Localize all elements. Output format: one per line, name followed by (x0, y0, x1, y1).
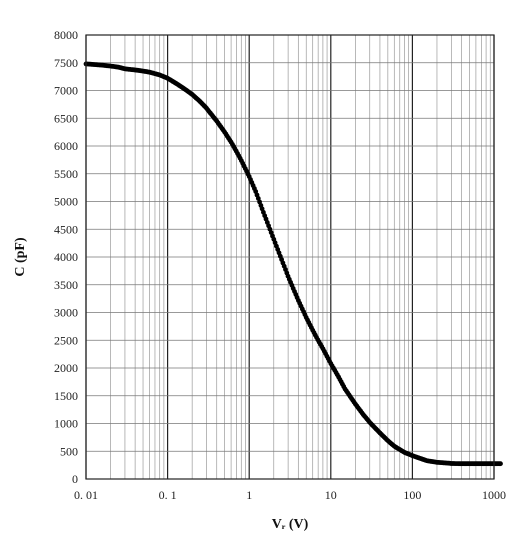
x-axis-tick-labels: 0. 01 0. 1 1 10 100 1000 (74, 488, 506, 502)
y-tick-label: 3000 (54, 306, 78, 320)
x-tick-label: 100 (403, 488, 421, 502)
y-tick-label: 7500 (54, 56, 78, 70)
y-tick-label: 2500 (54, 333, 78, 347)
y-tick-label: 4000 (54, 250, 78, 264)
y-tick-label: 3500 (54, 278, 78, 292)
y-tick-label: 0 (72, 472, 78, 486)
series-line (85, 62, 501, 465)
y-axis-tick-labels: 0 500 1000 1500 2000 2500 3000 3500 4000 4500 5000… (54, 28, 78, 486)
y-tick-label: 1500 (54, 389, 78, 403)
y-tick-label: 7000 (54, 84, 78, 98)
x-tick-label: 1 (246, 488, 252, 502)
data-point (498, 461, 503, 467)
data-series (83, 61, 503, 467)
y-tick-label: 500 (60, 444, 78, 458)
x-axis-title: Vᵣ (V) (272, 517, 309, 532)
y-tick-label: 5000 (54, 195, 78, 209)
y-tick-label: 1000 (54, 417, 78, 431)
y-tick-label: 2000 (54, 361, 78, 375)
y-tick-label: 5500 (54, 167, 78, 181)
x-tick-label: 10 (325, 488, 337, 502)
y-tick-label: 8000 (54, 28, 78, 42)
x-tick-label: 0. 1 (159, 488, 177, 502)
major-gridlines (85, 34, 495, 480)
x-tick-label: 0. 01 (74, 488, 98, 502)
plot-area-frame (85, 34, 495, 480)
x-tick-label: 1000 (482, 488, 506, 502)
y-tick-label: 6000 (54, 139, 78, 153)
y-axis-title: C (pF) (13, 237, 28, 277)
y-tick-label: 4500 (54, 222, 78, 236)
y-tick-label: 6500 (54, 111, 78, 125)
